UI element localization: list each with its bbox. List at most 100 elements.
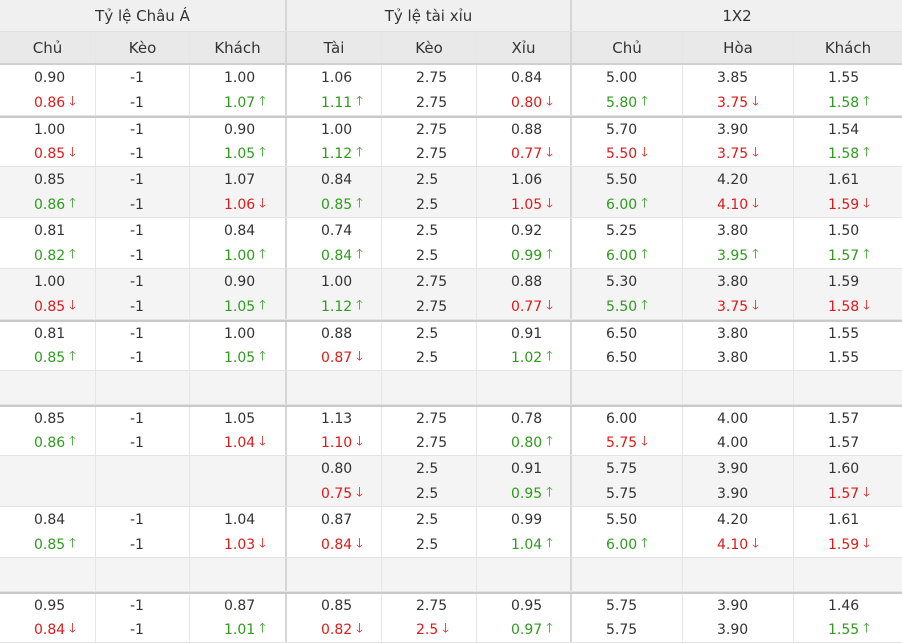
odds-cell-under: 0.99 1.04 🡑 <box>477 507 572 557</box>
current-odds: 2.5 <box>382 243 476 268</box>
odds-cell-home: 1.00 0.85 🡓 <box>0 269 96 319</box>
odds-value: 4.20 <box>717 171 749 188</box>
odds-value: 0.84 <box>34 511 66 528</box>
odds-value: 1.55 <box>828 69 860 86</box>
odds-cell-over: 0.80 0.75 🡓 <box>287 456 382 506</box>
group-header-over-under: Tỷ lệ tài xỉu <box>287 0 572 31</box>
opening-odds: -1 <box>96 322 189 346</box>
odds-cell-draw: 3.80 3.95 🡑 <box>683 218 794 268</box>
odds-row: 1.00 0.85 🡓 -1 -1 0.90 1.05 🡑 1.00 1.12 🡑 2.75 2.75 0… <box>0 116 902 167</box>
opening-odds: 5.50 <box>572 507 682 532</box>
odds-cell-away: 1.04 1.03 🡓 <box>190 507 287 557</box>
odds-value: 0.88 <box>511 273 543 290</box>
opening-odds: 1.07 <box>190 167 285 192</box>
column-header-total-line: Kèo <box>382 32 477 63</box>
odds-value: 3.90 <box>717 485 749 502</box>
current-odds: 2.5 <box>382 192 476 217</box>
odds-cell-handicap: -1 -1 <box>96 167 190 217</box>
odds-row: 0.81 0.85 🡑 -1 -1 1.00 1.05 🡑 0.88 0.87 🡓 2.5 2.5 0.9… <box>0 320 902 371</box>
current-odds: 0.99 🡑 <box>477 243 570 268</box>
odds-value: 2.75 <box>416 146 448 162</box>
odds-value: 5.75 <box>606 622 638 638</box>
opening-odds: 5.00 <box>572 65 682 90</box>
odds-value: 3.80 <box>717 326 749 342</box>
odds-cell-total-line: 2.75 2.5 🡓 <box>382 594 477 642</box>
odds-value: 0.91 <box>511 460 543 477</box>
odds-cell-over: 0.74 0.84 🡑 <box>287 218 382 268</box>
arrow-up-icon: 🡑 <box>752 246 759 262</box>
odds-value: 5.75 <box>606 598 638 614</box>
odds-cell-home-win: 6.50 6.50 <box>572 322 683 370</box>
arrow-down-icon: 🡓 <box>863 535 870 551</box>
odds-cell-away-win: 1.46 1.55 🡑 <box>794 594 902 642</box>
odds-cell-away-win: 1.57 1.57 <box>794 407 902 455</box>
odds-cell-away-win: 1.59 1.58 🡓 <box>794 269 902 319</box>
current-odds: 0.77 🡓 <box>477 142 570 166</box>
odds-cell-under: 0.88 0.77 🡓 <box>477 118 572 166</box>
odds-cell-away: 0.90 1.05 🡑 <box>190 269 287 319</box>
opening-odds: 4.20 <box>683 167 793 192</box>
odds-value: -1 <box>130 298 144 315</box>
odds-value: 5.75 <box>606 460 638 477</box>
odds-cell-handicap: -1 -1 <box>96 322 190 370</box>
opening-odds: 0.78 <box>477 407 570 431</box>
odds-value: 3.90 <box>717 122 749 138</box>
current-odds: 0.82 🡓 <box>287 618 381 642</box>
odds-cell-handicap: -1 -1 <box>96 218 190 268</box>
column-header-label: Kèo <box>128 38 157 57</box>
odds-cell-under: 0.95 0.97 🡑 <box>477 594 572 642</box>
opening-odds: 1.46 <box>794 594 902 618</box>
odds-value: 1.00 <box>321 273 353 290</box>
odds-value: 2.5 <box>416 622 439 638</box>
opening-odds: 3.80 <box>683 269 793 294</box>
odds-value: 1.57 <box>828 411 860 427</box>
current-odds: 2.75 <box>382 431 476 455</box>
opening-odds: -1 <box>96 269 189 294</box>
arrow-up-icon: 🡑 <box>546 535 553 551</box>
odds-value: 5.50 <box>606 171 638 188</box>
odds-cell-home: 0.81 0.82 🡑 <box>0 218 96 268</box>
odds-value: 0.99 <box>511 247 543 264</box>
opening-odds: 1.61 <box>794 167 902 192</box>
current-odds: 1.06 🡓 <box>190 192 285 217</box>
odds-cell-draw: 4.00 4.00 <box>683 407 794 455</box>
odds-value: 3.85 <box>717 69 749 86</box>
odds-value: 2.5 <box>416 171 439 188</box>
opening-odds: 2.5 <box>382 507 476 532</box>
opening-odds: 1.06 <box>477 167 570 192</box>
arrow-up-icon: 🡑 <box>546 246 553 262</box>
odds-value: 0.86 <box>34 435 66 451</box>
odds-value: 2.5 <box>416 536 439 553</box>
odds-value: 0.91 <box>511 326 543 342</box>
odds-cell-home-win: 6.00 5.75 🡓 <box>572 407 683 455</box>
opening-odds: 0.85 <box>0 167 95 192</box>
empty-row <box>0 558 902 592</box>
odds-value: 0.80 <box>321 460 353 477</box>
odds-value: 1.61 <box>828 171 860 188</box>
odds-value: 1.57 <box>828 485 860 502</box>
group-header-row: Tỷ lệ Châu Á Tỷ lệ tài xỉu 1X2 <box>0 0 902 32</box>
arrow-down-icon: 🡓 <box>546 195 553 211</box>
current-odds: -1 <box>96 192 189 217</box>
odds-row: 0.85 0.86 🡑 -1 -1 1.05 1.04 🡓 1.13 1.10 🡓 2.75 2.75 0… <box>0 405 902 456</box>
odds-value: 1.50 <box>828 222 860 239</box>
odds-cell-home-win: 5.75 5.75 <box>572 594 683 642</box>
arrow-down-icon: 🡓 <box>546 93 553 109</box>
opening-odds: 2.5 <box>382 456 476 481</box>
opening-odds: 0.84 <box>0 507 95 532</box>
odds-cell-total-line: 2.75 2.75 <box>382 65 477 115</box>
arrow-down-icon: 🡓 <box>641 145 648 160</box>
current-odds: 5.50 🡓 <box>572 142 682 166</box>
opening-odds: 0.90 <box>190 118 285 142</box>
opening-odds: 1.50 <box>794 218 902 243</box>
opening-odds: -1 <box>96 594 189 618</box>
odds-cell-away-win: 1.60 1.57 🡓 <box>794 456 902 506</box>
odds-value: 0.84 <box>224 222 256 239</box>
odds-value: 3.80 <box>717 350 749 366</box>
odds-cell-over: 0.87 0.84 🡓 <box>287 507 382 557</box>
odds-value: 2.75 <box>416 298 448 315</box>
arrow-down-icon: 🡓 <box>69 297 76 313</box>
odds-value: -1 <box>130 196 144 213</box>
odds-value: 0.85 <box>321 598 353 614</box>
odds-value: 1.00 <box>34 273 66 290</box>
